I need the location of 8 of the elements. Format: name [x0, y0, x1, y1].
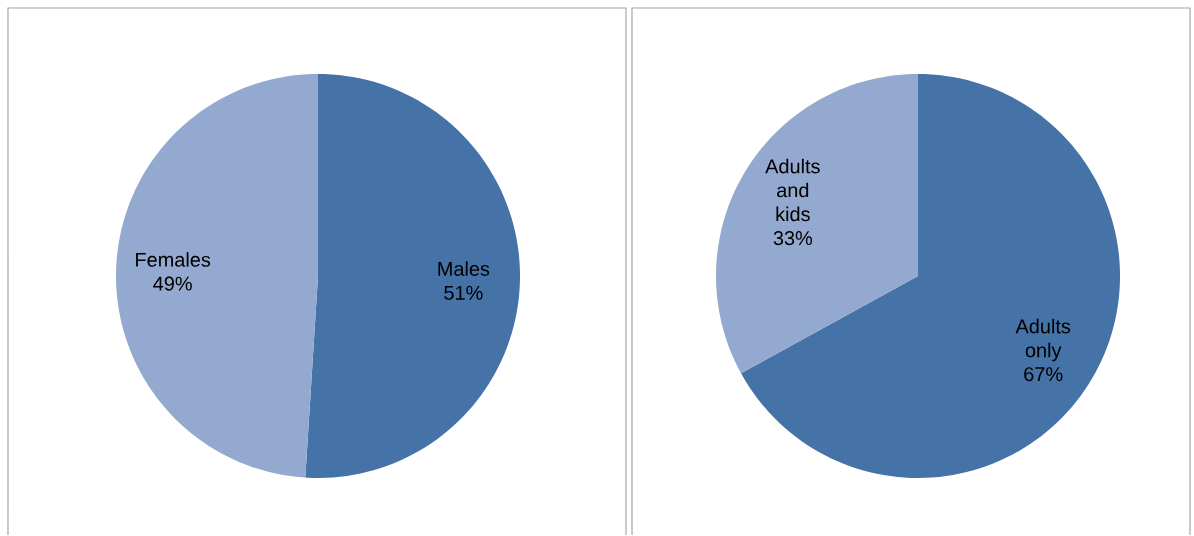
- data-label: 49%: [153, 276, 192, 291]
- slice-label: Adults only: [1015, 319, 1071, 362]
- slice-label: Adults and kids: [765, 158, 820, 222]
- slice-label: Females: [136, 252, 211, 267]
- data-label: 67%: [1024, 367, 1063, 382]
- slice-label: Males: [438, 261, 490, 277]
- data-label: 33%: [773, 231, 813, 246]
- data-label: 51%: [444, 286, 483, 301]
